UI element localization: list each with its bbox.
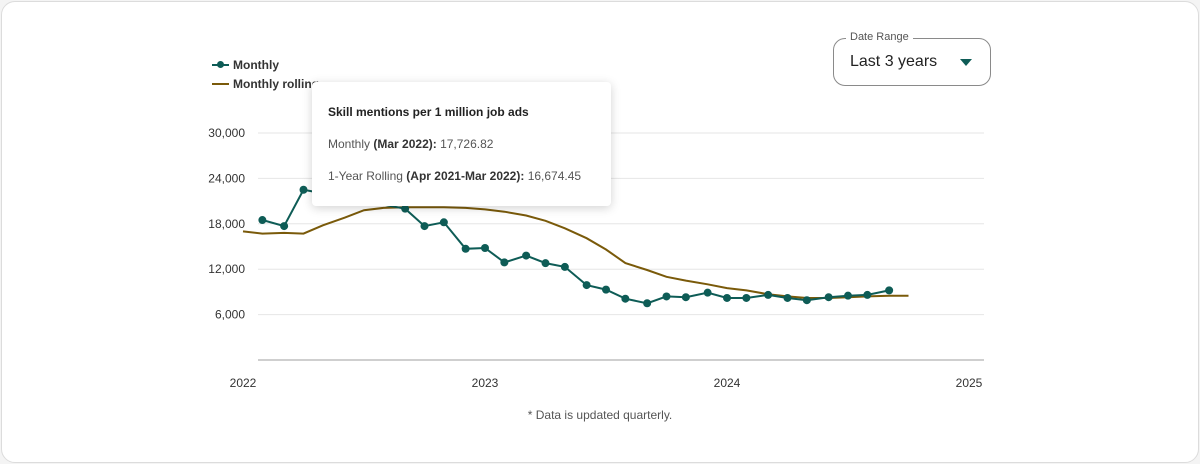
tooltip-monthly-value: 17,726.82 [440, 137, 494, 151]
monthly-data-point[interactable] [863, 290, 872, 299]
monthly-data-point[interactable] [681, 293, 690, 302]
y-tick-label: 6,000 [215, 308, 245, 322]
monthly-data-point[interactable] [621, 294, 630, 303]
x-tick-label: 2024 [714, 376, 741, 390]
monthly-data-point[interactable] [824, 293, 833, 302]
monthly-data-point[interactable] [481, 244, 489, 253]
monthly-data-point[interactable] [500, 258, 509, 267]
monthly-data-point[interactable] [522, 251, 531, 260]
monthly-data-point[interactable] [582, 281, 591, 290]
monthly-data-point[interactable] [662, 292, 671, 301]
monthly-data-point[interactable] [723, 293, 731, 302]
tooltip-monthly-prefix: Monthly [328, 137, 371, 151]
y-tick-label: 12,000 [208, 262, 245, 276]
monthly-data-point[interactable] [703, 288, 712, 297]
tooltip-monthly-period: (Mar 2022): [373, 137, 437, 151]
monthly-data-point[interactable] [802, 296, 811, 305]
legend-label-rolling: Monthly rolling [233, 76, 319, 91]
monthly-data-point[interactable] [299, 185, 308, 194]
monthly-data-point[interactable] [280, 222, 289, 231]
date-range-select[interactable]: Date Range Last 3 years [833, 31, 991, 86]
y-tick-label: 18,000 [208, 217, 245, 231]
monthly-data-point[interactable] [420, 222, 429, 231]
date-range-value: Last 3 years [850, 53, 938, 70]
rolling-line-icon [212, 79, 229, 89]
monthly-data-point[interactable] [783, 293, 792, 302]
x-tick-label: 2025 [956, 376, 983, 390]
monthly-line-marker-icon [212, 60, 229, 70]
monthly-data-point[interactable] [461, 244, 470, 253]
caret-down-icon [960, 59, 972, 66]
x-tick-label: 2022 [230, 376, 257, 390]
tooltip-rolling-line: 1-Year Rolling (Apr 2021-Mar 2022): 16,6… [328, 169, 581, 183]
tooltip-rolling-value: 16,674.45 [527, 169, 582, 183]
monthly-data-point[interactable] [643, 299, 652, 308]
monthly-data-point[interactable] [541, 259, 550, 268]
x-tick-label: 2023 [472, 376, 499, 390]
series-line-monthly [262, 188, 890, 305]
monthly-data-point[interactable] [885, 286, 894, 295]
tooltip-monthly-line: Monthly (Mar 2022): 17,726.82 [328, 137, 493, 151]
legend-item-rolling[interactable]: Monthly rolling [212, 74, 319, 93]
chart-tooltip: Skill mentions per 1 million job ads Mon… [312, 82, 611, 206]
footnote: * Data is updated quarterly. [527, 408, 673, 422]
tooltip-rolling-period: (Apr 2021-Mar 2022): [406, 169, 525, 183]
monthly-data-point[interactable] [401, 204, 410, 213]
tooltip-rolling-prefix: 1-Year Rolling [328, 169, 403, 183]
monthly-data-point[interactable] [258, 216, 267, 225]
legend-item-monthly[interactable]: Monthly [212, 55, 319, 74]
date-range-label: Date Range [846, 31, 913, 43]
monthly-data-point[interactable] [602, 285, 610, 294]
legend-label-monthly: Monthly [233, 57, 279, 72]
series-line-rolling [242, 206, 909, 299]
y-tick-label: 30,000 [208, 126, 245, 140]
monthly-data-point[interactable] [844, 291, 852, 300]
monthly-data-point[interactable] [742, 293, 751, 302]
monthly-data-point[interactable] [560, 262, 569, 271]
tooltip-title: Skill mentions per 1 million job ads [328, 105, 529, 119]
monthly-data-point[interactable] [439, 218, 448, 227]
y-tick-label: 24,000 [208, 171, 245, 185]
monthly-data-point[interactable] [764, 290, 773, 299]
legend: Monthly Monthly rolling [212, 55, 319, 93]
